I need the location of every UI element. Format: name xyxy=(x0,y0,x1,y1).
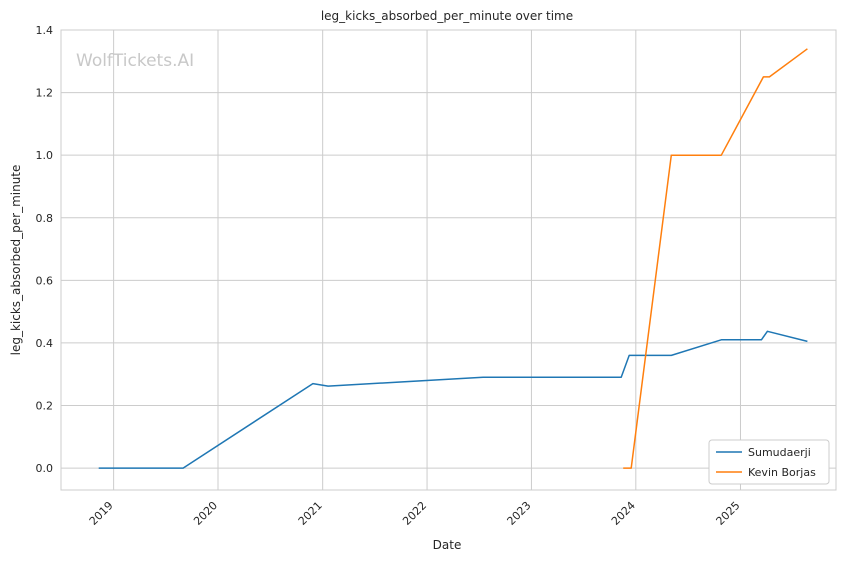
data-point-sumudaerji xyxy=(806,340,809,343)
data-point-sumudaerji xyxy=(482,376,485,379)
x-tick-label: 2024 xyxy=(609,499,638,528)
y-tick-label: 0.4 xyxy=(36,337,54,350)
data-point-sumudaerji xyxy=(760,338,763,341)
x-tick-label: 2025 xyxy=(714,499,743,528)
data-point-kevin-borjas xyxy=(762,75,765,78)
x-axis-title: Date xyxy=(433,538,462,552)
x-tick-label: 2020 xyxy=(191,499,220,528)
data-point-sumudaerji xyxy=(97,467,100,470)
series-lines xyxy=(97,47,809,470)
data-point-kevin-borjas xyxy=(720,154,723,157)
data-point-kevin-borjas xyxy=(670,154,673,157)
series-kevin-borjas xyxy=(622,47,809,470)
data-point-kevin-borjas xyxy=(630,467,633,470)
y-tick-label: 0.6 xyxy=(36,274,54,287)
y-axis-title: leg_kicks_absorbed_per_minute xyxy=(9,165,23,356)
data-point-sumudaerji xyxy=(628,354,631,357)
data-point-sumudaerji xyxy=(620,376,623,379)
legend-label-kevin-borjas: Kevin Borjas xyxy=(748,466,816,479)
plot-area xyxy=(60,29,837,491)
series-line-sumudaerji xyxy=(98,330,808,469)
legend: Sumudaerji Kevin Borjas xyxy=(708,439,830,485)
x-tick-label: 2022 xyxy=(400,499,429,528)
series-line-kevin-borjas xyxy=(623,48,808,469)
data-point-sumudaerji xyxy=(670,354,673,357)
data-point-kevin-borjas xyxy=(622,467,625,470)
data-point-sumudaerji xyxy=(766,330,769,333)
y-tick-label: 0.0 xyxy=(36,462,54,475)
y-tick-label: 0.8 xyxy=(36,212,54,225)
data-point-sumudaerji xyxy=(720,338,723,341)
grid xyxy=(61,29,836,490)
chart-title: leg_kicks_absorbed_per_minute over time xyxy=(321,9,573,23)
data-point-sumudaerji xyxy=(182,467,185,470)
x-tick-label: 2023 xyxy=(505,499,534,528)
y-tick-label: 0.2 xyxy=(36,400,54,413)
series-sumudaerji xyxy=(97,330,809,470)
y-tick-label: 1.2 xyxy=(36,87,54,100)
legend-box xyxy=(708,439,830,485)
x-tick-label: 2019 xyxy=(87,499,116,528)
watermark: WolfTickets.AI xyxy=(76,51,194,71)
y-tick-label: 1.4 xyxy=(36,24,54,37)
legend-label-sumudaerji: Sumudaerji xyxy=(748,446,811,459)
data-point-sumudaerji xyxy=(327,385,330,388)
data-point-sumudaerji xyxy=(311,382,314,385)
data-point-kevin-borjas xyxy=(806,47,809,50)
x-tick-label: 2021 xyxy=(296,499,325,528)
y-tick-label: 1.0 xyxy=(36,149,54,162)
data-point-kevin-borjas xyxy=(768,75,771,78)
